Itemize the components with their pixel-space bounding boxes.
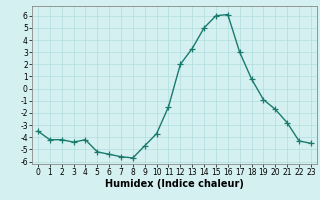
X-axis label: Humidex (Indice chaleur): Humidex (Indice chaleur) bbox=[105, 179, 244, 189]
